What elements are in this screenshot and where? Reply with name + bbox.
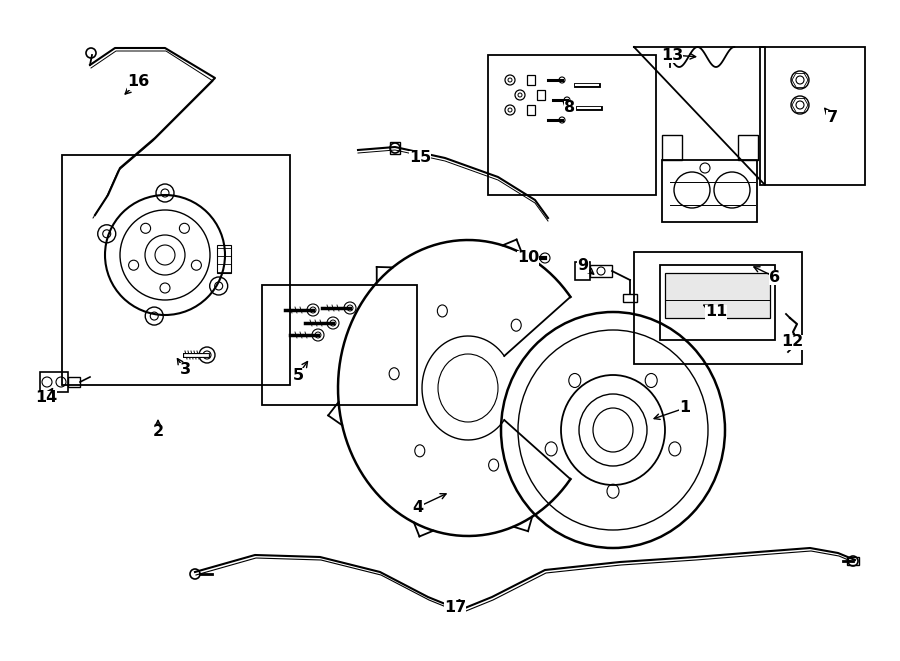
Bar — [40, 372, 68, 392]
Bar — [665, 273, 770, 318]
Bar — [537, 90, 545, 100]
Bar — [847, 557, 859, 565]
Text: 10: 10 — [517, 251, 539, 266]
Text: 9: 9 — [578, 258, 589, 272]
Text: 4: 4 — [412, 500, 424, 514]
Bar — [527, 105, 535, 115]
Bar — [68, 377, 80, 387]
Text: 16: 16 — [127, 75, 149, 89]
Bar — [662, 135, 682, 160]
Text: 14: 14 — [35, 391, 57, 405]
Bar — [488, 55, 656, 195]
Bar — [62, 155, 290, 385]
Bar — [575, 262, 590, 280]
Bar — [262, 285, 417, 405]
Bar — [390, 142, 400, 154]
Bar — [522, 253, 529, 263]
Bar — [527, 75, 535, 85]
Text: 6: 6 — [770, 270, 780, 284]
Text: 17: 17 — [444, 600, 466, 615]
Text: 8: 8 — [564, 100, 576, 116]
Bar — [660, 265, 775, 340]
Bar — [590, 265, 612, 277]
Bar — [623, 294, 637, 302]
Text: 12: 12 — [781, 334, 803, 350]
Text: 2: 2 — [152, 424, 164, 440]
Text: 1: 1 — [680, 401, 690, 416]
Bar — [662, 160, 757, 222]
Bar — [738, 135, 758, 160]
Text: 7: 7 — [826, 110, 838, 124]
Bar — [634, 252, 802, 364]
Text: 13: 13 — [661, 48, 683, 63]
Bar — [760, 47, 865, 185]
Text: 5: 5 — [292, 368, 303, 383]
Text: 11: 11 — [705, 305, 727, 319]
Text: 3: 3 — [179, 362, 191, 377]
Text: 15: 15 — [409, 151, 431, 165]
Bar — [217, 245, 231, 273]
